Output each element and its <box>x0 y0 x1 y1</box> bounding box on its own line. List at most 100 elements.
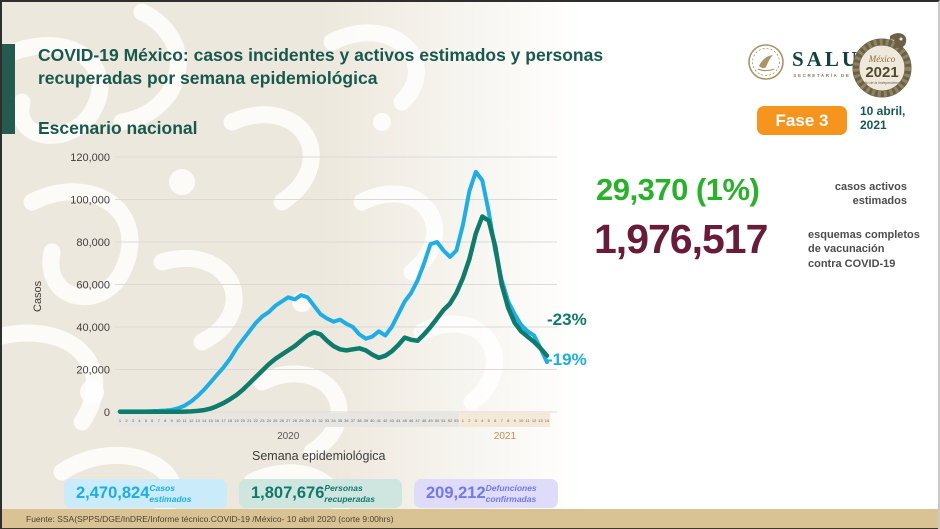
week-tick-label: 26 <box>279 418 284 423</box>
week-tick-label: 25 <box>273 418 278 423</box>
salud-tagline: SECRETARÍA DE SALUD <box>793 72 877 78</box>
y-tick-label: 20,000 <box>76 365 110 377</box>
week-tick-label: 38 <box>357 418 362 423</box>
stat-vaccination-value: 1,976,517 <box>594 216 768 262</box>
week-tick-label: 52 <box>448 418 453 423</box>
week-tick-label: 47 <box>415 418 420 423</box>
week-tick-label: 7 <box>501 418 504 423</box>
week-tick-label: 11 <box>526 418 531 423</box>
week-tick-label: 9 <box>171 418 174 423</box>
week-tick-label: 13 <box>195 418 200 423</box>
week-tick-label: 42 <box>383 418 388 423</box>
week-tick-label: 6 <box>494 418 497 423</box>
y-tick-label: 80,000 <box>76 237 110 249</box>
y-tick-label: 40,000 <box>76 322 110 334</box>
chart-svg: 0 20,000 40,000 60,000 80,000 100,000 120,000 1… <box>70 152 557 442</box>
year-label: 2020 <box>277 431 300 442</box>
week-tick-label: 4 <box>481 418 484 423</box>
week-tick-label: 22 <box>254 418 259 423</box>
week-tick-label: 4 <box>138 418 141 423</box>
summary-box-label: Personas recuperadas <box>324 483 375 504</box>
week-tick-label: 39 <box>364 418 369 423</box>
salud-emblem-icon <box>748 44 784 80</box>
week-tick-label: 30 <box>305 418 310 423</box>
mx-badge-sub: Año de la Independencia <box>861 81 902 85</box>
week-tick-label: 44 <box>396 418 401 423</box>
week-tick-label: 29 <box>299 418 304 423</box>
week-tick-label: 8 <box>164 418 167 423</box>
week-tick-label: 40 <box>370 418 375 423</box>
phase-badge: Fase 3 <box>757 106 847 135</box>
summary-box-deaths: 209,212 Defunciones confirmadas <box>414 479 558 508</box>
week-tick-label: 50 <box>435 418 440 423</box>
stat-active-cases-label: casos activos estimados <box>834 181 907 208</box>
week-tick-label: 19 <box>234 418 239 423</box>
week-tick-label: 16 <box>215 418 220 423</box>
week-tick-label: 10 <box>176 418 181 423</box>
trend-label-recovered: -23% <box>547 310 587 329</box>
summary-box-label: Defunciones confirmadas <box>485 483 537 504</box>
stat-active-cases-value: 29,370 (1%) <box>596 172 760 207</box>
week-tick-label: 48 <box>422 418 427 423</box>
week-tick-label: 27 <box>286 418 291 423</box>
week-tick-label: 14 <box>545 418 550 423</box>
footer-source: Fuente: SSA(SPPS/DGE/InDRE/Informe técni… <box>26 513 394 524</box>
week-tick-label: 33 <box>325 418 330 423</box>
summary-box-value: 2,470,824 <box>76 484 150 502</box>
mexico-2021-badge: México 2021 Año de la Independencia <box>852 33 912 98</box>
week-tick-label: 12 <box>532 418 537 423</box>
week-tick-label: 28 <box>292 418 297 423</box>
week-tick-label: 36 <box>344 418 349 423</box>
week-tick-label: 2 <box>468 418 471 423</box>
week-tick-label: 12 <box>189 418 194 423</box>
week-tick-label: 9 <box>514 418 517 423</box>
x-axis-band-2020 <box>117 413 460 427</box>
week-tick-label: 17 <box>221 418 226 423</box>
week-tick-label: 21 <box>247 418 252 423</box>
footer-bar: Fuente: SSA(SPPS/DGE/InDRE/Informe técni… <box>2 509 938 529</box>
week-tick-label: 10 <box>519 418 524 423</box>
mx-badge-year: 2021 <box>865 64 898 81</box>
x-axis-title: Semana epidemiológica <box>252 449 386 463</box>
page-subtitle: Escenario nacional <box>38 118 198 138</box>
week-tick-label: 37 <box>351 418 356 423</box>
week-tick-label: 14 <box>202 418 207 423</box>
week-tick-label: 11 <box>183 418 188 423</box>
week-tick-label: 5 <box>488 418 491 423</box>
summary-box-label: Casos estimados <box>149 483 192 504</box>
week-tick-label: 8 <box>507 418 510 423</box>
week-tick-label: 45 <box>402 418 407 423</box>
week-tick-label: 7 <box>158 418 161 423</box>
week-tick-label: 3 <box>132 418 135 423</box>
week-tick-label: 46 <box>409 418 414 423</box>
series-line-personas-recuperadas <box>117 214 550 414</box>
y-tick-label: 100,000 <box>70 195 110 207</box>
title-accent-bar <box>2 44 15 134</box>
stat-vaccination-label: esquemas completos de vacunación contra … <box>808 229 920 270</box>
page-title: COVID-19 México: casos incidentes y acti… <box>38 45 604 88</box>
week-tick-label: 24 <box>267 418 272 423</box>
week-tick-label: 51 <box>441 418 446 423</box>
summary-box-estimated-cases: 2,470,824 Casos estimados <box>64 479 227 508</box>
week-tick-label: 15 <box>208 418 213 423</box>
year-label: 2021 <box>494 431 517 442</box>
report-date: 10 abril, 2021 <box>860 104 906 133</box>
week-tick-label: 34 <box>331 418 336 423</box>
week-tick-label: 32 <box>318 418 323 423</box>
week-tick-label: 1 <box>119 418 122 423</box>
week-tick-label: 6 <box>151 418 154 423</box>
week-tick-label: 3 <box>475 418 478 423</box>
summary-box-value: 1,807,676 <box>251 484 325 502</box>
week-tick-label: 20 <box>241 418 246 423</box>
week-tick-label: 53 <box>454 418 459 423</box>
summary-box-value: 209,212 <box>426 484 486 502</box>
week-tick-label: 49 <box>428 418 433 423</box>
week-tick-label: 43 <box>389 418 394 423</box>
y-tick-label: 120,000 <box>70 152 110 164</box>
week-tick-label: 13 <box>538 418 543 423</box>
week-tick-label: 35 <box>338 418 343 423</box>
series-line-casos-estimados <box>118 169 549 414</box>
week-tick-label: 23 <box>260 418 265 423</box>
y-tick-label: 0 <box>104 407 110 419</box>
